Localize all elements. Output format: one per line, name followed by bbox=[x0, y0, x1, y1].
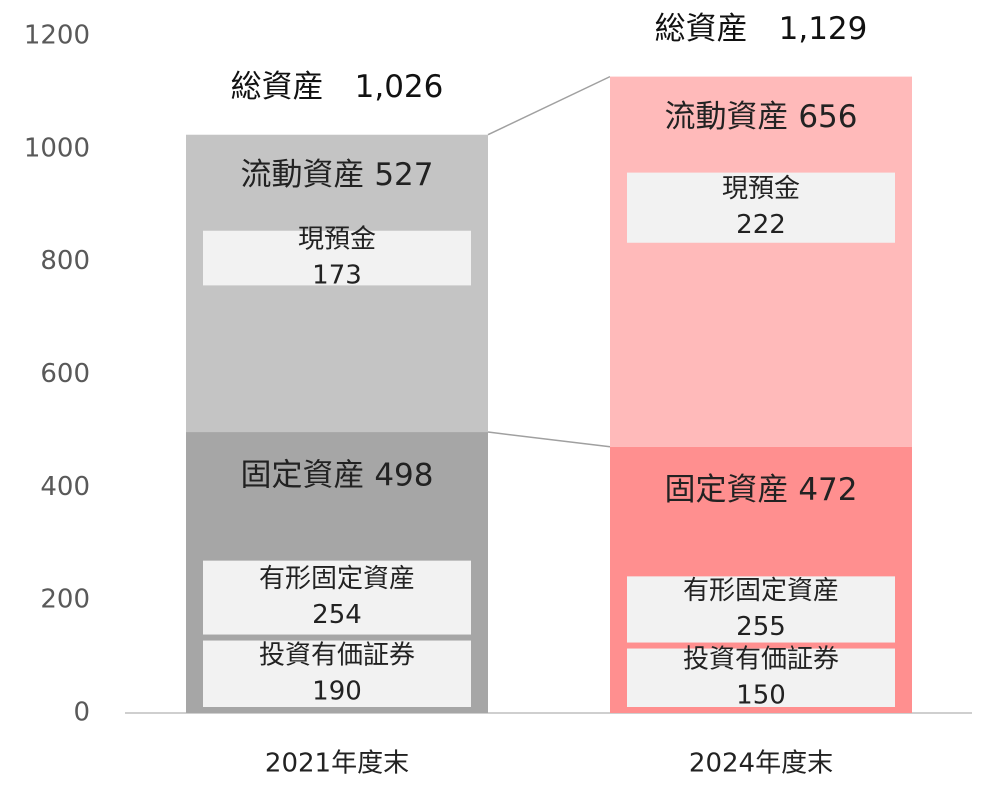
connector-lines bbox=[487, 75, 611, 448]
bars bbox=[186, 76, 912, 713]
category-label: 2021年度末 bbox=[265, 749, 409, 779]
bar-segment-current-assets bbox=[610, 76, 912, 447]
breakdown-value: 255 bbox=[736, 612, 786, 642]
breakdown-label: 現預金 bbox=[722, 174, 800, 204]
breakdown-label: 投資有価証券 bbox=[683, 644, 839, 674]
y-tick-label: 1200 bbox=[24, 21, 90, 51]
breakdown-value: 150 bbox=[736, 680, 786, 710]
breakdown-label: 有形固定資産 bbox=[259, 564, 415, 594]
breakdown-box bbox=[627, 172, 895, 243]
breakdown-value: 173 bbox=[312, 261, 362, 291]
breakdown-value: 222 bbox=[736, 210, 786, 240]
category-label: 2024年度末 bbox=[689, 749, 833, 779]
breakdown-label: 現預金 bbox=[298, 225, 376, 255]
segment-label-current-assets: 流動資産 527 bbox=[240, 157, 433, 193]
segment-label-current-assets: 流動資産 656 bbox=[664, 99, 857, 135]
y-tick-label: 400 bbox=[40, 472, 90, 502]
y-tick-label: 1000 bbox=[24, 133, 90, 163]
y-tick-label: 600 bbox=[40, 359, 90, 389]
breakdown-box bbox=[627, 576, 895, 643]
breakdown-box bbox=[627, 648, 895, 707]
connector-line-boundary bbox=[487, 431, 611, 448]
connector-line-total bbox=[487, 75, 611, 136]
y-tick-label: 200 bbox=[40, 585, 90, 615]
breakdown-label: 有形固定資産 bbox=[683, 576, 839, 606]
y-tick-label: 800 bbox=[40, 246, 90, 276]
breakdown-value: 190 bbox=[312, 676, 362, 706]
breakdown-label: 投資有価証券 bbox=[259, 640, 415, 670]
segment-label-fixed-assets: 固定資産 472 bbox=[664, 472, 857, 508]
total-label: 総資産 1,026 bbox=[231, 69, 444, 105]
breakdown-box bbox=[203, 560, 471, 635]
segment-label-fixed-assets: 固定資産 498 bbox=[240, 458, 433, 494]
total-label: 総資産 1,129 bbox=[655, 11, 868, 47]
breakdown-box bbox=[203, 640, 471, 707]
labels: 2021年度末 総資産 1,026 流動資産 527 固定資産 498 現預金 173 有形… bbox=[231, 11, 868, 778]
breakdown-value: 254 bbox=[312, 600, 362, 630]
y-tick-label: 0 bbox=[73, 698, 90, 728]
y-axis: 0 200 400 600 800 1000 1200 bbox=[24, 21, 972, 728]
breakdown-box bbox=[203, 230, 471, 286]
